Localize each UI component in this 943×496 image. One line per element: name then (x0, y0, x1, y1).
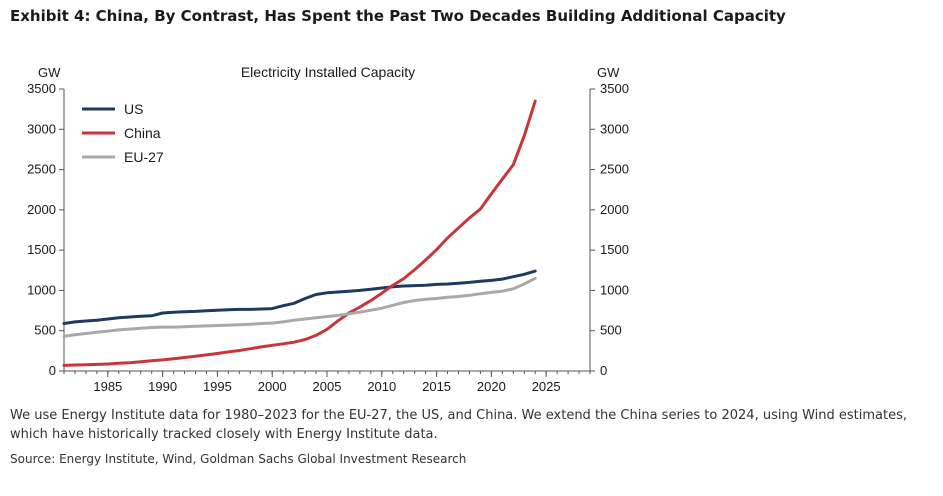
series-line-us (62, 269, 537, 325)
series-lines (62, 99, 537, 367)
x-tick-label: 2005 (313, 379, 342, 394)
legend-label-us: US (124, 101, 143, 117)
x-tick-label: 1990 (148, 379, 177, 394)
y-tick-label-right: 3500 (600, 81, 629, 96)
footnote: We use Energy Institute data for 1980–20… (10, 408, 907, 442)
y-axis-right-unit: GW (597, 65, 620, 80)
axes: 0 0 500 500 1000 1000 1500 1500 2000 2000 2500 2500… (27, 81, 629, 394)
series-line-china (62, 99, 537, 367)
x-tick-label: 1985 (93, 379, 122, 394)
y-tick-label-left: 500 (34, 323, 56, 338)
x-tick-label: 2015 (422, 379, 451, 394)
y-tick-label-right: 3000 (600, 121, 629, 136)
exhibit-title: Exhibit 4: China, By Contrast, Has Spent… (10, 7, 786, 25)
y-tick-label-right: 500 (600, 323, 622, 338)
line-chart: Electricity Installed Capacity GW GW 0 0 5… (27, 64, 629, 394)
y-tick-label-left: 0 (49, 363, 56, 378)
y-tick-label-right: 0 (600, 363, 607, 378)
y-axis-left-unit: GW (38, 65, 61, 80)
x-tick-label: 2025 (532, 379, 561, 394)
legend: US China EU-27 (82, 101, 164, 165)
x-tick-label: 1995 (203, 379, 232, 394)
x-tick-label: 2000 (258, 379, 287, 394)
y-tick-label-right: 1000 (600, 282, 629, 297)
series-line-eu-27 (62, 276, 537, 338)
legend-label-china: China (124, 125, 161, 141)
chart-title: Electricity Installed Capacity (241, 64, 415, 80)
y-tick-label-left: 3500 (27, 81, 56, 96)
y-tick-label-left: 1500 (27, 242, 56, 257)
legend-label-eu-27: EU-27 (124, 149, 164, 165)
y-tick-label-left: 1000 (27, 282, 56, 297)
y-tick-label-right: 2500 (600, 162, 629, 177)
y-tick-label-right: 2000 (600, 202, 629, 217)
y-tick-label-left: 2000 (27, 202, 56, 217)
source-line: Source: Energy Institute, Wind, Goldman … (10, 452, 467, 466)
x-tick-label: 2020 (477, 379, 506, 394)
y-tick-label-left: 3000 (27, 121, 56, 136)
y-tick-label-right: 1500 (600, 242, 629, 257)
x-tick-label: 2010 (367, 379, 396, 394)
y-tick-label-left: 2500 (27, 162, 56, 177)
